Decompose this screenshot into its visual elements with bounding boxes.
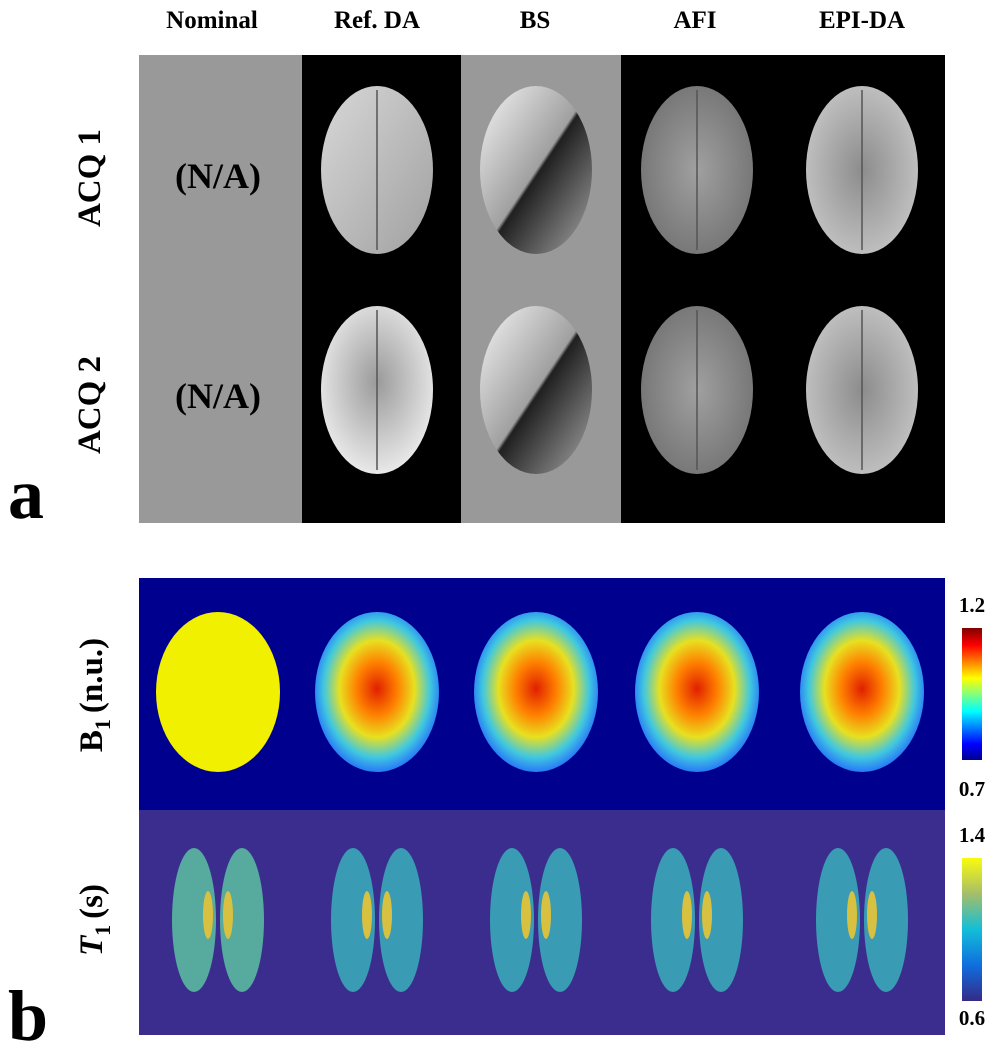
subscript: 1 (90, 925, 115, 936)
t1-ventricle (203, 891, 213, 939)
t1-map (864, 848, 908, 992)
na-label: (N/A) (175, 156, 261, 196)
column-header: Nominal (166, 7, 258, 34)
symbol: T (74, 934, 110, 956)
column-header: BS (520, 7, 551, 34)
t1-ventricle (847, 891, 857, 939)
unit: (n.u.) (74, 638, 110, 713)
brain-image (480, 86, 592, 254)
brain-image (480, 306, 592, 474)
t1-map (816, 848, 860, 992)
t1-map (172, 848, 216, 992)
unit: (s) (74, 884, 110, 919)
panel-label: a (8, 454, 44, 534)
column-header: EPI-DA (819, 7, 905, 34)
panel-background (139, 55, 302, 523)
panel-label: b (8, 976, 48, 1048)
colorbar-max: 1.2 (959, 593, 985, 617)
colorbar-min: 0.7 (959, 777, 985, 801)
t1-map (379, 848, 423, 992)
t1-map (331, 848, 375, 992)
t1-map (699, 848, 743, 992)
na-label: (N/A) (175, 376, 261, 416)
t1-ventricle (223, 891, 233, 939)
column-header: AFI (673, 7, 716, 34)
subscript: 1 (90, 719, 115, 730)
t1-ventricle (702, 891, 712, 939)
colorbar (962, 858, 982, 1001)
b1-map (156, 612, 280, 772)
t1-ventricle (682, 891, 692, 939)
b1-map (635, 612, 759, 772)
t1-map (220, 848, 264, 992)
colorbar-min: 0.6 (959, 1006, 985, 1030)
b1-map (474, 612, 598, 772)
t1-map (651, 848, 695, 992)
b1-map (315, 612, 439, 772)
colorbar (962, 628, 982, 760)
t1-ventricle (382, 891, 392, 939)
colorbar-max: 1.4 (959, 823, 986, 847)
row-label: B1 (n.u.) (74, 638, 115, 752)
b1-map (800, 612, 924, 772)
t1-map (538, 848, 582, 992)
symbol: B (74, 730, 110, 752)
t1-ventricle (867, 891, 877, 939)
column-header: Ref. DA (334, 7, 420, 34)
row-label: ACQ 2 (72, 356, 108, 454)
row-label: T1 (s) (74, 884, 115, 956)
t1-ventricle (521, 891, 531, 939)
t1-ventricle (362, 891, 372, 939)
row-label: ACQ 1 (72, 129, 108, 227)
t1-map (490, 848, 534, 992)
t1-ventricle (541, 891, 551, 939)
